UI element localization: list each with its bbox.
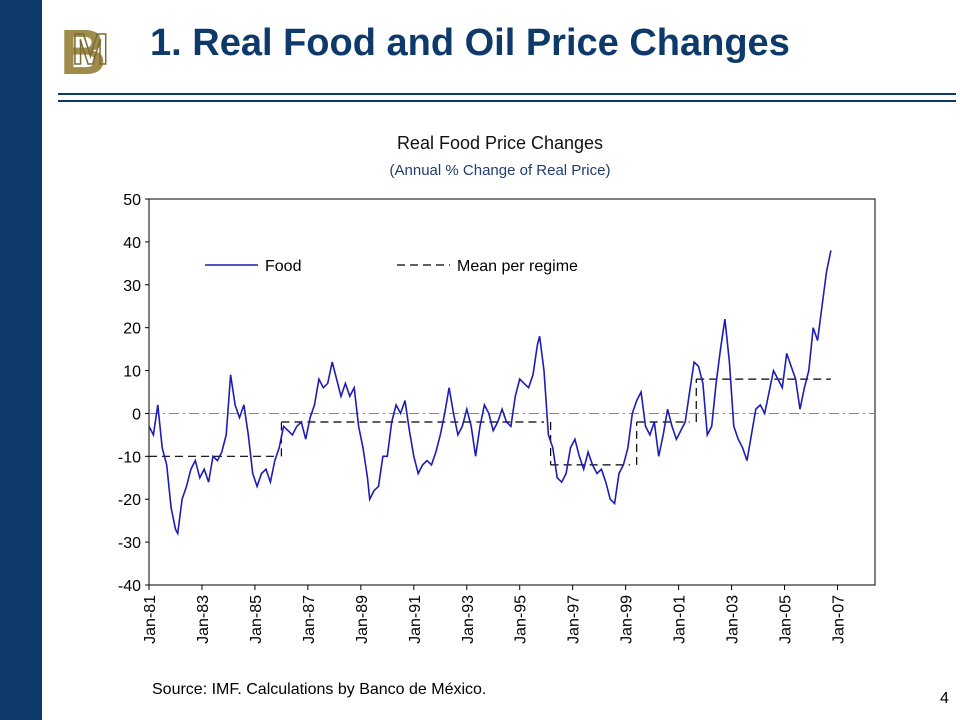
y-tick-label: 20 bbox=[123, 321, 141, 338]
x-tick-label: Jan-85 bbox=[248, 595, 265, 644]
source-note: Source: IMF. Calculations by Banco de Mé… bbox=[152, 681, 487, 698]
y-tick-label: -30 bbox=[118, 535, 141, 552]
y-tick-label: -10 bbox=[118, 449, 141, 466]
x-tick-label: Jan-01 bbox=[672, 595, 689, 644]
x-tick-label: Jan-97 bbox=[566, 595, 583, 644]
y-tick-label: 0 bbox=[132, 406, 141, 423]
y-tick-label: -20 bbox=[118, 492, 141, 509]
sidebar-band bbox=[0, 0, 42, 720]
y-tick-label: 40 bbox=[123, 235, 141, 252]
slide-title: 1. Real Food and Oil Price Changes bbox=[150, 22, 790, 64]
x-tick-label: Jan-81 bbox=[142, 595, 159, 644]
x-tick-label: Jan-89 bbox=[354, 595, 371, 644]
chart-title: Real Food Price Changes bbox=[396, 133, 604, 153]
x-tick-label: Jan-99 bbox=[619, 595, 636, 644]
x-tick-label: Jan-83 bbox=[195, 595, 212, 644]
food-series-line bbox=[148, 250, 832, 537]
x-tick-label: Jan-93 bbox=[460, 595, 477, 644]
page-number: 4 bbox=[940, 690, 949, 707]
x-tick-label: Jan-07 bbox=[830, 595, 847, 644]
y-tick-label: -40 bbox=[118, 578, 141, 595]
title-divider-bottom bbox=[58, 100, 956, 102]
svg-text:B: B bbox=[60, 16, 106, 84]
x-tick-label: Jan-95 bbox=[513, 595, 530, 644]
x-tick-label: Jan-91 bbox=[407, 595, 424, 644]
plot-frame bbox=[148, 198, 876, 586]
chart-subtitle: (Annual % Change of Real Price) bbox=[389, 162, 611, 179]
legend-mean-label: Mean per regime bbox=[457, 258, 578, 275]
x-tick-label: Jan-05 bbox=[778, 595, 795, 644]
y-tick-label: 10 bbox=[123, 364, 141, 381]
y-tick-label: 30 bbox=[123, 278, 141, 295]
title-divider-top bbox=[58, 93, 956, 95]
svg-text:M: M bbox=[72, 25, 109, 74]
legend-food-label: Food bbox=[265, 258, 301, 275]
x-tick-label: Jan-03 bbox=[725, 595, 742, 644]
y-tick-label: 50 bbox=[123, 192, 141, 209]
banco-de-mexico-logo: B M bbox=[60, 16, 109, 84]
x-tick-label: Jan-87 bbox=[301, 595, 318, 644]
